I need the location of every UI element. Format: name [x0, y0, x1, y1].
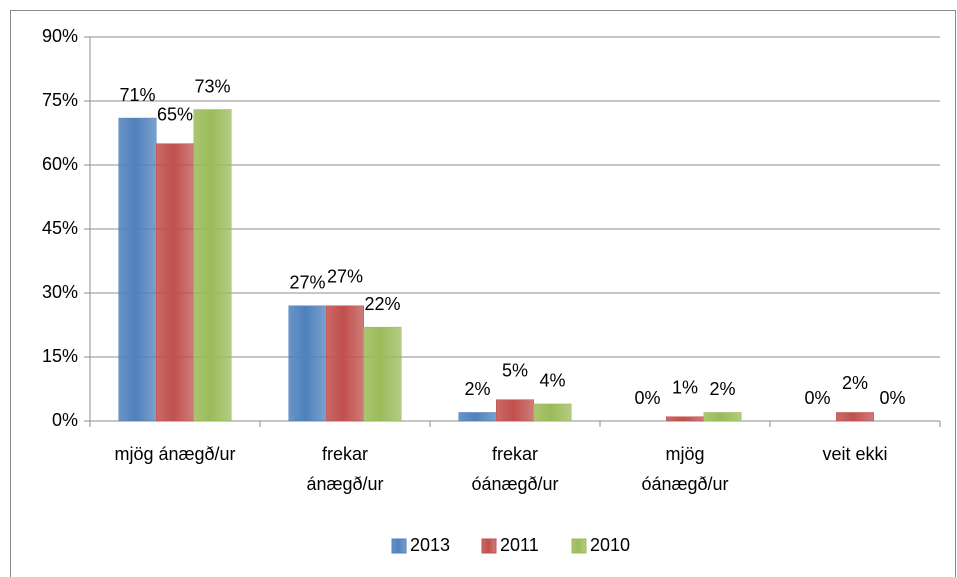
bar — [193, 109, 232, 422]
y-tick-label: 0% — [52, 410, 78, 430]
bar — [326, 305, 364, 422]
bar — [496, 399, 534, 422]
value-label: 71% — [119, 85, 155, 105]
bar — [363, 326, 402, 422]
value-label: 5% — [502, 360, 528, 380]
y-tick-label: 90% — [42, 26, 78, 46]
bar — [703, 412, 742, 422]
legend-swatch — [571, 538, 587, 554]
y-tick-label: 15% — [42, 346, 78, 366]
bar — [836, 412, 874, 422]
value-label: 2% — [842, 373, 868, 393]
legend-label: 2013 — [410, 535, 450, 555]
value-label: 22% — [364, 294, 400, 314]
value-label: 2% — [464, 379, 490, 399]
x-tick-label: mjög óánægð/ur — [641, 444, 728, 494]
y-tick-label: 30% — [42, 282, 78, 302]
legend-label: 2010 — [590, 535, 630, 555]
x-tick-label: frekar óánægð/ur — [471, 444, 558, 494]
bar — [118, 117, 157, 422]
value-label: 65% — [157, 104, 193, 124]
bar — [156, 143, 194, 422]
bar — [666, 416, 704, 422]
value-label: 0% — [634, 388, 660, 408]
x-tick-label: veit ekki — [822, 444, 887, 464]
legend-swatch — [391, 538, 407, 554]
x-tick-label: mjög ánægð/ur — [114, 444, 235, 464]
y-tick-label: 60% — [42, 154, 78, 174]
bar — [288, 305, 327, 422]
value-label: 0% — [879, 388, 905, 408]
value-label: 0% — [804, 388, 830, 408]
legend-swatch — [481, 538, 497, 554]
value-label: 2% — [709, 379, 735, 399]
bar — [458, 412, 497, 422]
legend-label: 2011 — [500, 535, 539, 555]
value-label: 27% — [327, 267, 363, 287]
x-tick-label: frekar ánægð/ur — [306, 444, 383, 494]
value-label: 1% — [672, 377, 698, 397]
y-tick-label: 45% — [42, 218, 78, 238]
value-label: 73% — [194, 76, 230, 96]
value-label: 4% — [539, 371, 565, 391]
y-tick-label: 75% — [42, 90, 78, 110]
bar — [533, 403, 572, 422]
value-label: 27% — [289, 273, 325, 293]
